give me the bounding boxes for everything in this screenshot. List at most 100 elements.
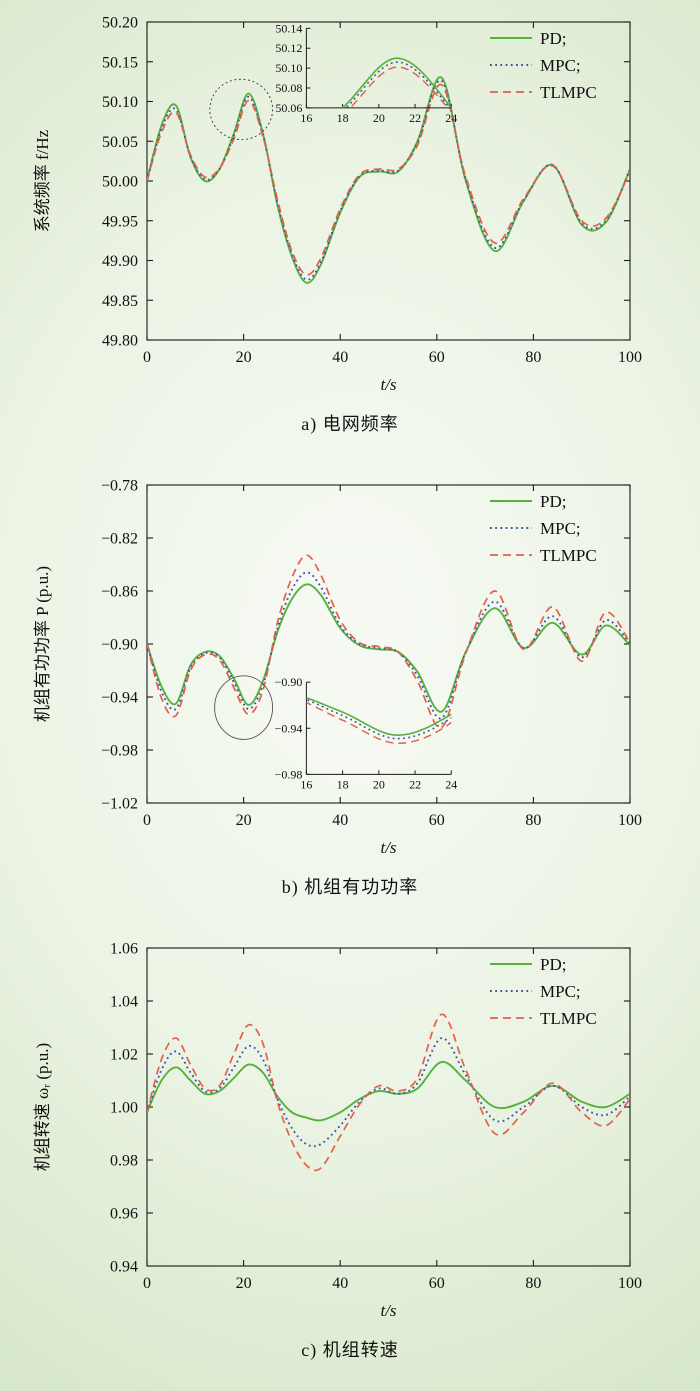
legend-label-TLMPC: TLMPC [540,83,597,102]
series-PD-line [147,1061,630,1122]
legend-label-TLMPC: TLMPC [540,1009,597,1028]
legend-item-PD: PD; [490,492,566,511]
series-PD-line [147,76,630,284]
legend: PD; MPC; TLMPC [490,29,597,102]
svg-text:−0.82: −0.82 [101,531,138,548]
svg-text:50.00: 50.00 [102,174,138,191]
legend-item-TLMPC: TLMPC [490,546,597,565]
chart-b-active-power: 0 20 40 60 80 100 −1.02 −0.98 −0.94 −0.90 −0.86 −0.… [0,463,700,926]
svg-text:80: 80 [525,812,541,829]
svg-text:−0.78: −0.78 [101,478,138,495]
svg-text:49.80: 49.80 [102,333,138,350]
svg-text:20: 20 [373,777,385,791]
svg-text:49.85: 49.85 [102,293,138,310]
svg-text:50.10: 50.10 [102,94,138,111]
svg-text:50.06: 50.06 [275,101,302,115]
chart-c-canvas: 0 20 40 60 80 100 0.94 0.96 0.98 1.00 1.02 1.04 1.06… [33,941,642,1321]
x-tick-labels: 0 20 40 60 80 100 [143,22,642,366]
legend-label-MPC: MPC; [540,56,581,75]
svg-text:49.90: 49.90 [102,253,138,270]
legend-item-MPC: MPC; [490,982,581,1001]
inset-series-TLMPC-line [349,66,449,108]
svg-text:−0.94: −0.94 [101,690,138,707]
svg-text:100: 100 [618,1275,642,1292]
svg-text:50.05: 50.05 [102,134,138,151]
svg-text:0.96: 0.96 [110,1206,138,1223]
svg-text:100: 100 [618,349,642,366]
chart-a-canvas: 0 20 40 60 80 100 49.80 49.85 49.90 49.95 50.00 50.… [33,15,642,395]
x-axis-label: t/s [380,838,396,857]
svg-text:−0.98: −0.98 [275,767,303,781]
svg-text:16: 16 [300,111,312,125]
chart-b-canvas: 0 20 40 60 80 100 −1.02 −0.98 −0.94 −0.90 −0.86 −0.… [33,478,642,858]
y-axis-label: 系统频率 f/Hz [33,129,52,232]
series-TLMPC-line [147,83,630,276]
chart-c-rotor-speed: 0 20 40 60 80 100 0.94 0.96 0.98 1.00 1.02 1.04 1.06… [0,926,700,1389]
legend-item-PD: PD; [490,955,566,974]
x-tick-labels: 0 20 40 60 80 100 [143,485,642,829]
svg-text:60: 60 [429,349,445,366]
svg-text:40: 40 [332,349,348,366]
svg-text:0: 0 [143,1275,151,1292]
svg-text:50.14: 50.14 [275,21,302,35]
svg-text:40: 40 [332,812,348,829]
svg-text:20: 20 [236,812,252,829]
svg-text:22: 22 [409,777,421,791]
series-group [147,554,630,729]
inset-tick-labels: 16 18 20 22 24 −0.90 −0.94 −0.98 [275,675,458,791]
legend-item-PD: PD; [490,29,566,48]
svg-text:16: 16 [300,777,312,791]
svg-text:0: 0 [143,812,151,829]
series-group [147,76,630,284]
svg-text:−0.94: −0.94 [275,721,303,735]
legend-item-TLMPC: TLMPC [490,1009,597,1028]
svg-text:20: 20 [236,1275,252,1292]
svg-text:20: 20 [236,349,252,366]
y-axis-label: 机组转速 ωᵣ (p.u.) [33,1043,52,1171]
svg-text:1.04: 1.04 [110,994,138,1011]
x-axis-label: t/s [380,375,396,394]
svg-text:1.06: 1.06 [110,941,138,958]
svg-text:80: 80 [525,349,541,366]
chart-a-caption: a) 电网频率 [301,414,399,434]
y-tick-labels: −1.02 −0.98 −0.94 −0.90 −0.86 −0.82 −0.78 [101,478,630,813]
legend-label-PD: PD; [540,492,566,511]
svg-text:0: 0 [143,349,151,366]
legend-item-MPC: MPC; [490,519,581,538]
series-MPC-line [147,1037,630,1148]
legend-item-MPC: MPC; [490,56,581,75]
series-TLMPC-line [147,1013,630,1172]
svg-text:18: 18 [337,111,349,125]
svg-text:24: 24 [445,777,457,791]
chart-c-caption: c) 机组转速 [301,1340,399,1360]
svg-text:60: 60 [429,1275,445,1292]
inset-tick-labels: 16 18 20 22 24 50.06 50.08 50.10 50.12 50.14 [275,21,457,125]
x-axis-label: t/s [380,1301,396,1320]
legend-label-TLMPC: TLMPC [540,546,597,565]
series-group [147,1013,630,1172]
series-MPC-line [147,79,630,281]
svg-text:50.12: 50.12 [275,41,302,55]
annotation-ellipse [209,78,274,141]
svg-text:80: 80 [525,1275,541,1292]
svg-text:40: 40 [332,1275,348,1292]
svg-text:60: 60 [429,812,445,829]
svg-text:−0.86: −0.86 [101,584,138,601]
svg-text:−0.98: −0.98 [101,743,138,760]
svg-text:50.20: 50.20 [102,15,138,32]
svg-text:49.95: 49.95 [102,213,138,230]
legend-label-MPC: MPC; [540,519,581,538]
legend-item-TLMPC: TLMPC [490,83,597,102]
y-axis-label: 机组有功功率 P (p.u.) [33,566,52,722]
annotation-ellipse [214,675,274,740]
legend: PD; MPC; TLMPC [490,955,597,1028]
series-MPC-line [147,571,630,720]
x-tick-labels: 0 20 40 60 80 100 [143,948,642,1292]
y-tick-labels: 49.80 49.85 49.90 49.95 50.00 50.05 50.10 50.15… [102,15,630,350]
chart-b-caption: b) 机组有功功率 [281,877,419,897]
svg-text:0.98: 0.98 [110,1153,138,1170]
legend-label-PD: PD; [540,955,566,974]
chart-a-grid-frequency: 0 20 40 60 80 100 49.80 49.85 49.90 49.95 50.00 50.… [0,0,700,463]
series-TLMPC-line [147,554,630,729]
